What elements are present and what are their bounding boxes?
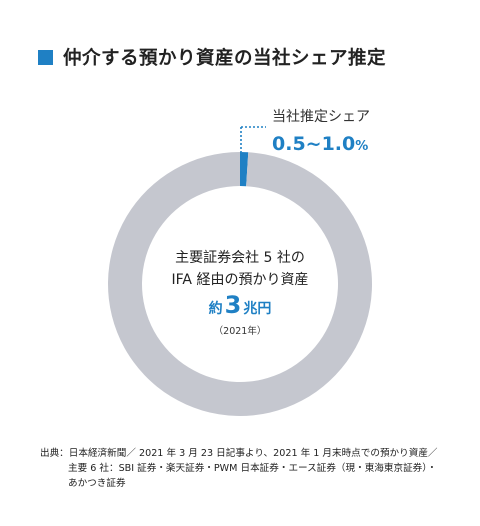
source-line-1: 日本経済新聞／ 2021 年 3 月 23 日記事より、2021 年 1 月末時… [68, 448, 438, 459]
chart-title: 仲介する預かり資産の当社シェア推定 [38, 44, 386, 70]
source-label: 出典： [40, 448, 69, 459]
center-amount: 約3 兆円 [209, 291, 272, 319]
source-line-3: あかつき証券 [68, 478, 126, 489]
title-text: 仲介する預かり資産の当社シェア推定 [63, 48, 387, 69]
source-line-2: 主要 6 社：SBI 証券・楽天証券・PWM 日本証券・エース証券（現・東海東京… [68, 463, 437, 474]
annotation-value-number: 0.5~1.0 [272, 133, 355, 155]
center-amount-number: 3 [225, 291, 242, 319]
annotation-value: 0.5~1.0% [272, 133, 368, 155]
center-year: （2021年） [214, 325, 267, 337]
center-line-2: IFA 経由の預かり資産 [172, 272, 309, 288]
source-note: 出典： 日本経済新聞／ 2021 年 3 月 23 日記事より、2021 年 1… [40, 446, 460, 491]
center-line-1: 主要証券会社 5 社の [175, 250, 305, 266]
center-amount-prefix: 約 [209, 300, 223, 317]
annotation-label: 当社推定シェア [272, 109, 370, 125]
annotation-value-unit: % [355, 139, 368, 154]
title-marker [38, 49, 53, 65]
donut-slice-share [240, 152, 249, 187]
center-amount-suffix: 兆円 [243, 301, 271, 317]
